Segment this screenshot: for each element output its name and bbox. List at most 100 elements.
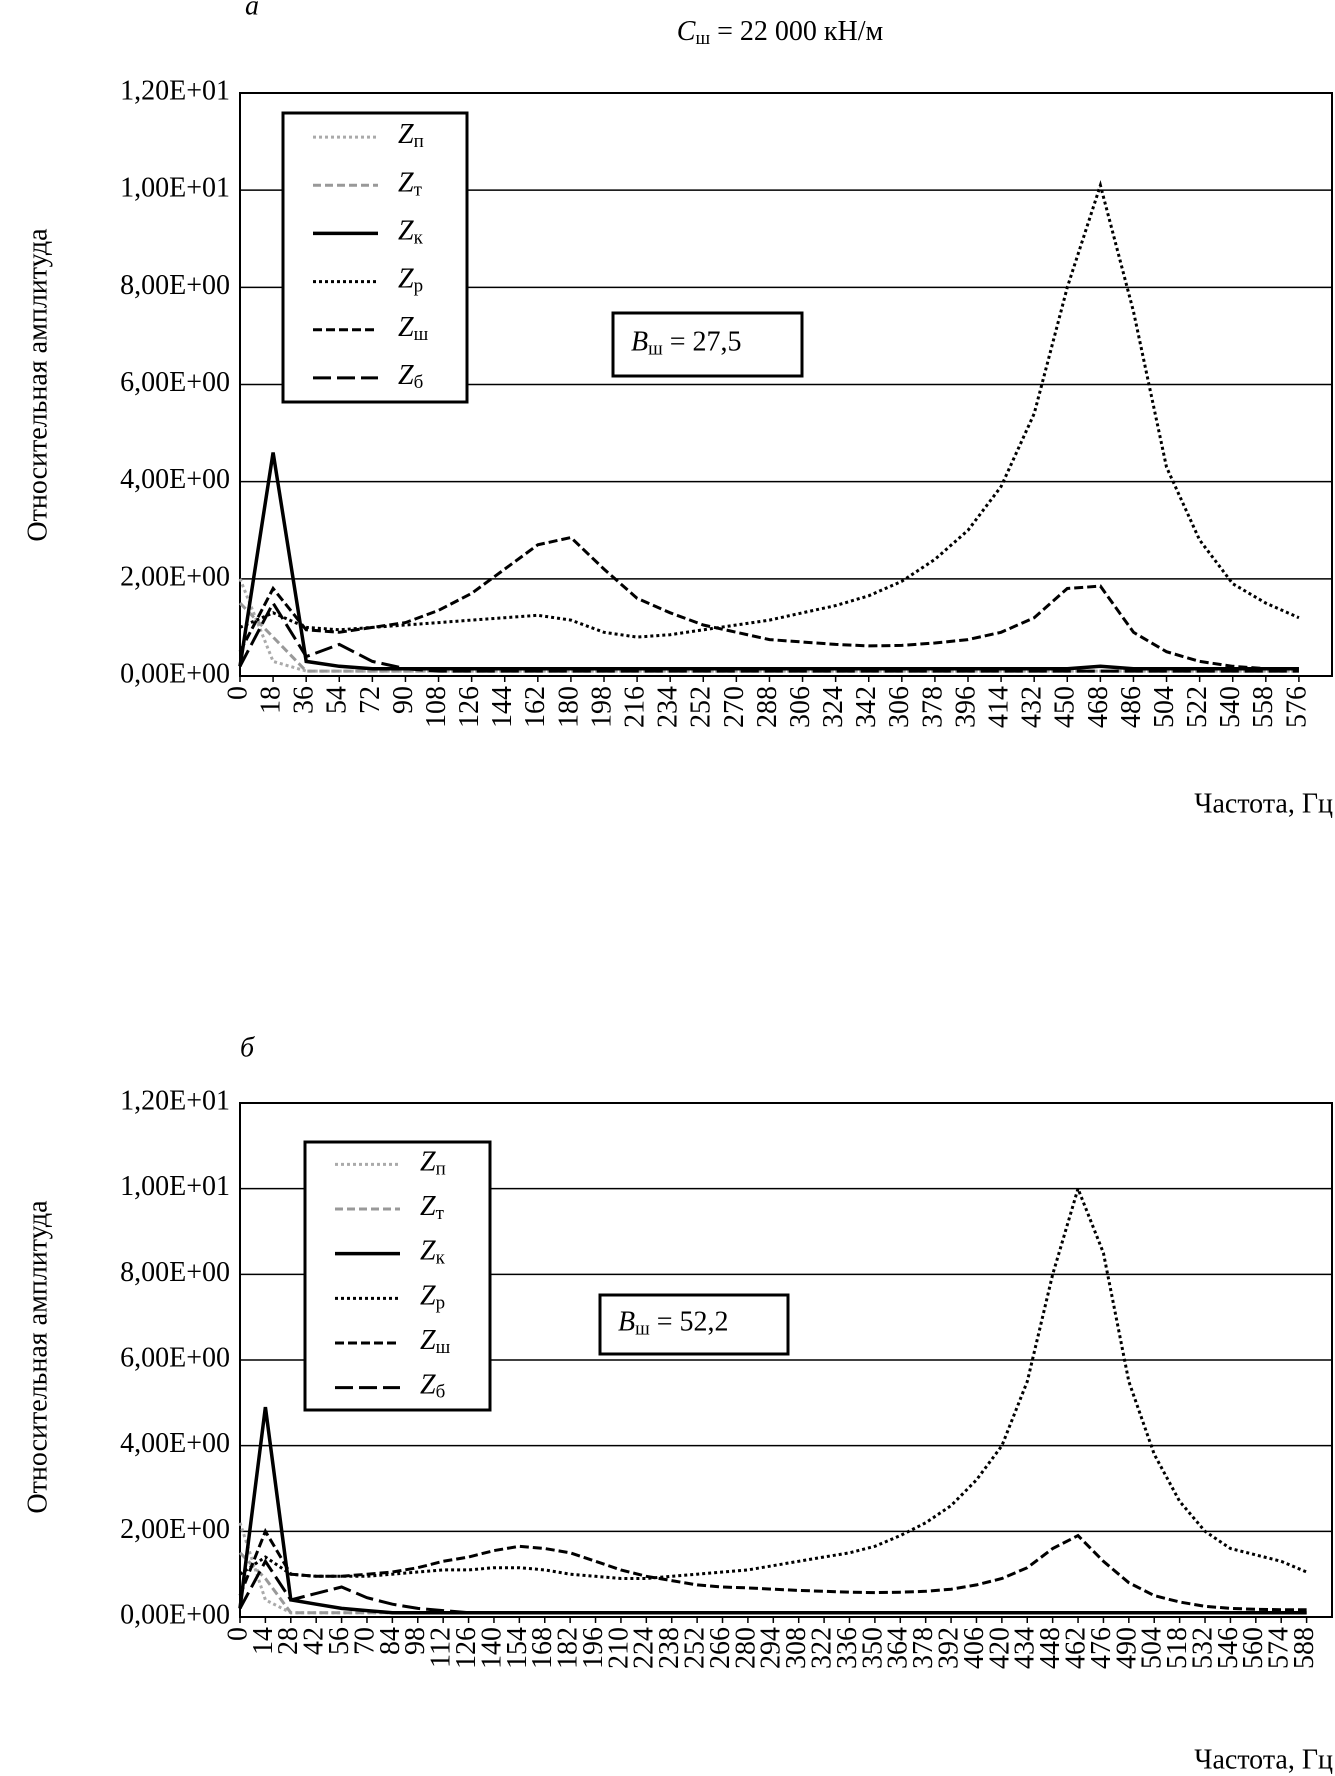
chart-title: Cш = 22 000 кН/м: [677, 16, 884, 49]
x-tick-label: 378: [908, 1627, 939, 1669]
legend-label: Zр: [398, 264, 423, 297]
y-tick-label: 2,00E+00: [120, 1514, 230, 1545]
series-line: [239, 179, 1300, 639]
x-tick-label: 468: [1083, 686, 1114, 728]
y-tick-label: 6,00E+00: [120, 1342, 230, 1373]
y-tick-label: 2,00E+00: [120, 561, 230, 592]
legend-label: Zт: [398, 168, 423, 201]
x-tick-label: 84: [375, 1627, 406, 1655]
x-axis-label: Частота, Гц: [1194, 788, 1333, 819]
x-tick-label: 252: [680, 1627, 711, 1669]
legend-label: Zр: [420, 1281, 445, 1314]
legend-label: Zп: [420, 1147, 446, 1180]
x-tick-label: 558: [1248, 686, 1279, 728]
x-tick-label: 234: [653, 686, 684, 728]
x-tick-label: 70: [349, 1627, 380, 1655]
x-tick-label: 504: [1149, 686, 1180, 728]
series-line: [238, 578, 1299, 673]
x-tick-label: 14: [248, 1627, 279, 1655]
legend-label: Zт: [420, 1191, 445, 1224]
x-tick-label: 270: [719, 686, 750, 728]
x-tick-label: 546: [1213, 1627, 1244, 1669]
x-tick-label: 182: [553, 1627, 584, 1669]
y-tick-label: 8,00E+00: [120, 270, 230, 301]
x-tick-label: 108: [421, 686, 452, 728]
x-tick-label: 308: [781, 1627, 812, 1669]
x-tick-label: 486: [1116, 686, 1147, 728]
x-tick-label: 324: [818, 686, 849, 728]
y-axis-label: Относительная амплитуда: [22, 1200, 53, 1514]
x-tick-label: 36: [289, 686, 320, 714]
series-line: [238, 1558, 1307, 1615]
legend-box: [281, 111, 469, 404]
y-axis-label: Относительная амплитуда: [22, 228, 53, 542]
x-axis-label: Частота, Гц: [1194, 1744, 1333, 1775]
x-tick-label: 434: [1010, 1627, 1041, 1669]
x-tick-label: 518: [1162, 1627, 1193, 1669]
x-tick-label: 560: [1238, 1627, 1269, 1669]
y-tick-label: 4,00E+00: [120, 1428, 230, 1459]
x-tick-label: 252: [686, 686, 717, 728]
x-tick-label: 180: [553, 686, 584, 728]
x-tick-label: 406: [959, 1627, 990, 1669]
series-line: [238, 452, 1299, 671]
annotation: Bш = 52,2: [618, 1307, 729, 1340]
y-tick-label: 1,20E+01: [120, 75, 230, 106]
x-tick-label: 154: [502, 1627, 533, 1669]
x-tick-label: 378: [917, 686, 948, 728]
x-tick-label: 18: [256, 686, 287, 714]
y-tick-label: 8,00E+00: [120, 1257, 230, 1288]
x-tick-label: 522: [1182, 686, 1213, 728]
legend-label: Zк: [398, 216, 424, 249]
series-line: [239, 1184, 1308, 1580]
x-tick-label: 196: [578, 1627, 609, 1669]
x-tick-label: 266: [705, 1627, 736, 1669]
x-tick-label: 306: [785, 686, 816, 728]
x-tick-label: 476: [1086, 1627, 1117, 1669]
y-tick-label: 0,00E+00: [120, 658, 230, 689]
series-line: [238, 1527, 1307, 1612]
x-tick-label: 72: [355, 686, 386, 714]
x-tick-label: 168: [527, 1627, 558, 1669]
x-tick-label: 504: [1137, 1627, 1168, 1669]
x-tick-label: 216: [620, 686, 651, 728]
x-tick-label: 56: [324, 1627, 355, 1655]
x-tick-label: 144: [487, 686, 518, 728]
panel-label: б: [240, 1032, 255, 1063]
legend-label: Zб: [420, 1370, 445, 1403]
legend-label: Zп: [398, 120, 424, 153]
legend-label: Zш: [420, 1325, 451, 1358]
annotation: Bш = 27,5: [631, 327, 742, 360]
x-tick-label: 336: [832, 1627, 863, 1669]
series-line: [238, 1406, 1307, 1615]
x-tick-label: 532: [1187, 1627, 1218, 1669]
x-tick-label: 420: [984, 1627, 1015, 1669]
y-tick-label: 1,00E+01: [120, 1171, 230, 1202]
x-tick-label: 588: [1289, 1627, 1320, 1669]
x-tick-label: 0: [222, 1627, 253, 1641]
x-tick-label: 294: [756, 1627, 787, 1669]
legend-label: Zк: [420, 1236, 446, 1269]
x-tick-label: 306: [884, 686, 915, 728]
annotation-box: [598, 1293, 790, 1356]
x-tick-label: 396: [950, 686, 981, 728]
y-tick-label: 1,00E+01: [120, 173, 230, 204]
series-line: [238, 535, 1299, 671]
x-tick-label: 574: [1264, 1627, 1295, 1669]
x-tick-label: 28: [273, 1627, 304, 1655]
y-tick-label: 6,00E+00: [120, 367, 230, 398]
x-tick-label: 224: [629, 1627, 660, 1669]
y-tick-label: 4,00E+00: [120, 464, 230, 495]
x-tick-label: 350: [857, 1627, 888, 1669]
x-tick-label: 450: [1050, 686, 1081, 728]
y-tick-label: 1,20E+01: [120, 1085, 230, 1116]
x-tick-label: 364: [883, 1627, 914, 1669]
x-tick-label: 98: [400, 1627, 431, 1655]
x-tick-label: 490: [1111, 1627, 1142, 1669]
x-tick-label: 140: [476, 1627, 507, 1669]
x-tick-label: 288: [752, 686, 783, 728]
x-tick-label: 210: [603, 1627, 634, 1669]
x-tick-label: 342: [851, 686, 882, 728]
legend-label: Zб: [398, 360, 423, 393]
x-tick-label: 126: [451, 1627, 482, 1669]
